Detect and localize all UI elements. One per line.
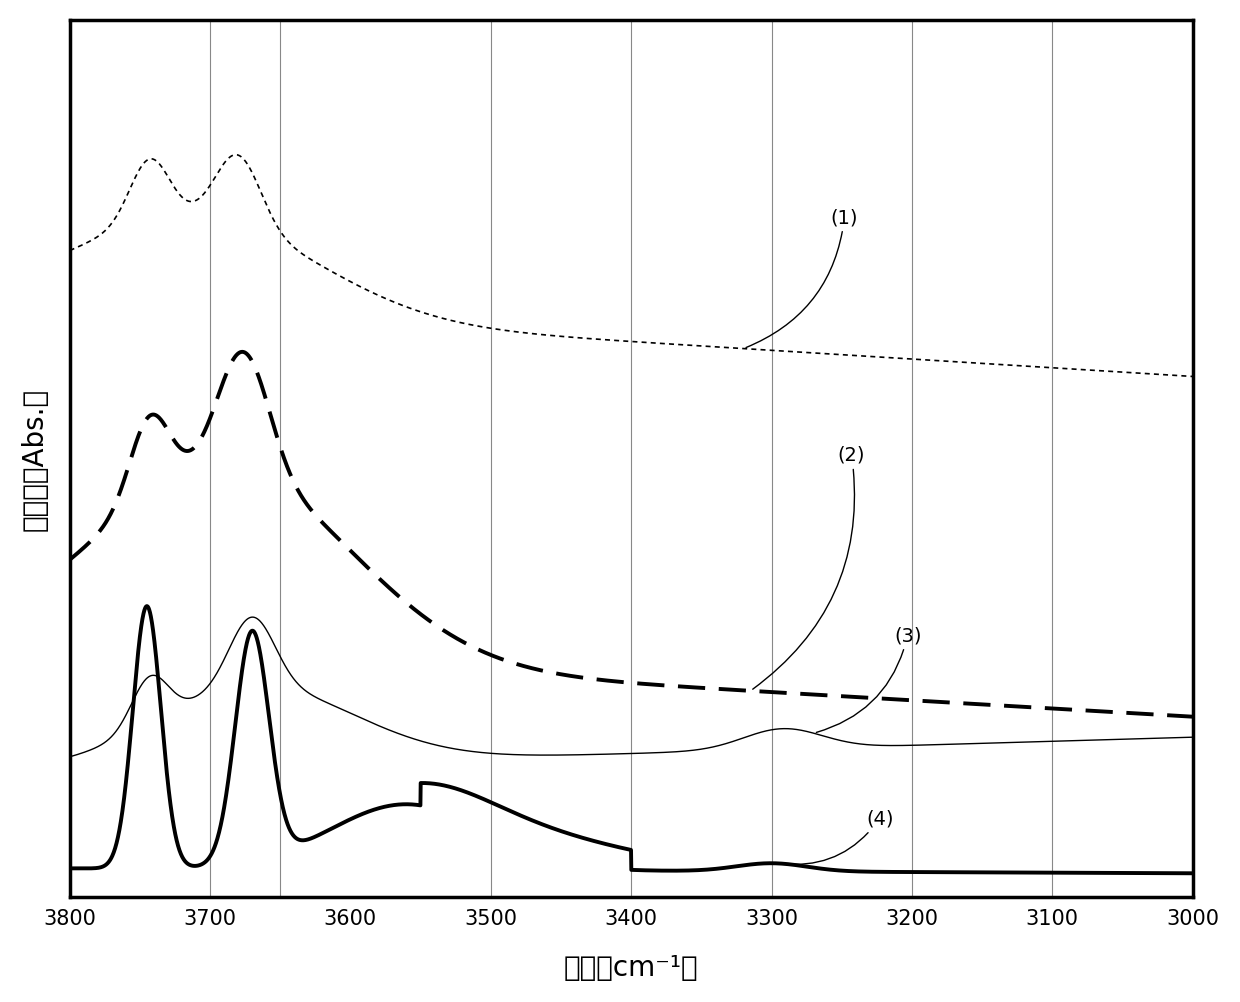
Text: (4): (4) — [781, 809, 893, 865]
Text: (2): (2) — [753, 446, 866, 689]
X-axis label: 波数［cm⁻¹］: 波数［cm⁻¹］ — [564, 953, 698, 981]
Text: (1): (1) — [746, 207, 858, 348]
Text: (3): (3) — [816, 625, 921, 732]
Y-axis label: 吸光度［Abs.］: 吸光度［Abs.］ — [21, 388, 48, 530]
